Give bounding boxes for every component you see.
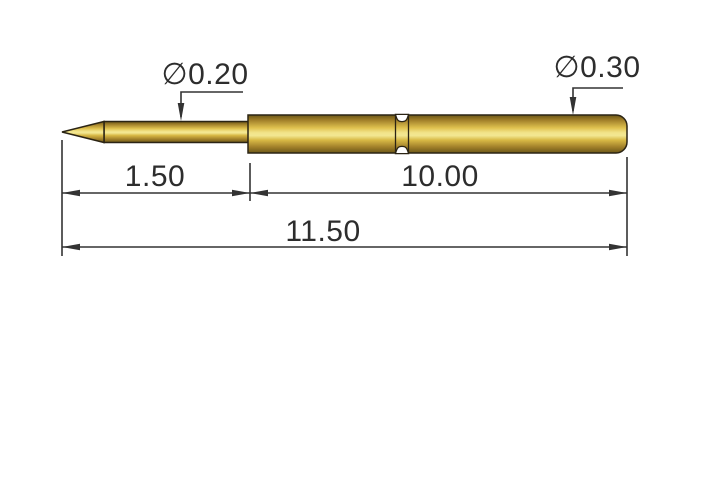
probe-plunger-shaft [103, 120, 250, 144]
probe-barrel [247, 114, 628, 154]
arrow-right-total-dim [609, 243, 627, 251]
arrow-barrel-diameter-leader [569, 97, 577, 115]
probe-tip-cone [61, 120, 105, 144]
arrow-left-total-dim [62, 243, 80, 251]
tip-length-label: 1.50 [124, 160, 186, 193]
barrel-length-label: 10.00 [401, 160, 479, 193]
total-length-label: 11.50 [285, 215, 361, 248]
arrow-left-barrel-dim [250, 189, 268, 197]
crimp-groove-bottom-notch [394, 145, 410, 155]
crimp-groove-top-notch [394, 113, 410, 123]
barrel-diameter-leader-line [572, 87, 623, 111]
arrow-right-tip-dim [232, 189, 250, 197]
arrow-left-tip-dim [62, 189, 80, 197]
dimension-arrowheads [62, 97, 627, 251]
tip-diameter-label: ∅0.20 [161, 58, 249, 91]
arrow-tip-diameter-leader [177, 103, 185, 121]
tip-diameter-leader-line [180, 91, 243, 117]
probe-body [61, 113, 628, 155]
arrow-right-barrel-dim [609, 189, 627, 197]
barrel-diameter-label: ∅0.30 [553, 51, 641, 84]
